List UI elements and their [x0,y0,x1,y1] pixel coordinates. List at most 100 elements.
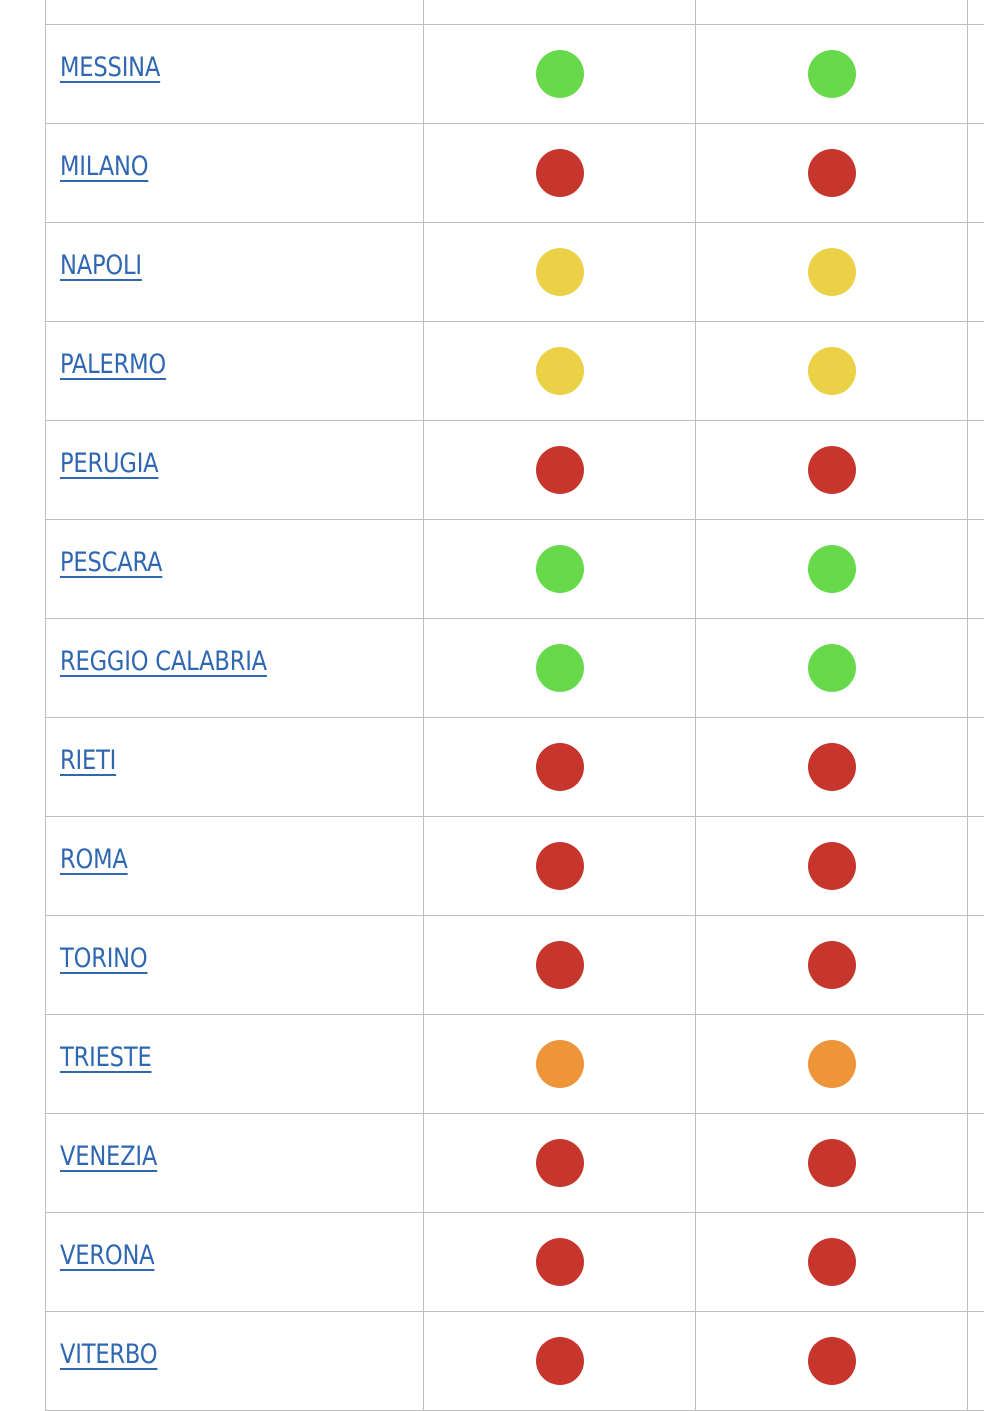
status-dot-green [808,644,856,692]
status-cell-2 [696,817,968,916]
status-dot-yellow [808,347,856,395]
table-row: PALERMO [46,322,984,421]
status-cell-2 [696,421,968,520]
status-cell-1 [424,421,696,520]
status-dot-yellow [808,248,856,296]
status-cell-1 [424,223,696,322]
table-row: RIETI [46,718,984,817]
table-row: PESCARA [46,520,984,619]
status-cell-2 [696,0,968,25]
status-cell-2 [696,1213,968,1312]
status-cell-1 [424,817,696,916]
city-cell: VERONA [46,1213,424,1312]
city-link[interactable]: MILANO [60,151,148,182]
city-cell: NAPOLI [46,223,424,322]
table-row: NAPOLI [46,223,984,322]
city-link[interactable]: REGGIO CALABRIA [60,646,267,677]
status-cell-2 [696,718,968,817]
extra-cell [968,718,984,817]
status-cell-2 [696,1114,968,1213]
status-dot-red [536,1139,584,1187]
table-row: TRIESTE [46,1015,984,1114]
status-cell-1 [424,25,696,124]
status-dot-red [808,941,856,989]
extra-cell [968,25,984,124]
status-dot-red [808,149,856,197]
city-cell: REGGIO CALABRIA [46,619,424,718]
extra-cell [968,0,984,25]
status-cell-1 [424,619,696,718]
table-body: MESSINA MILANO NAPOLI PALERMO PERUGIA PESCARA… [46,0,984,1411]
status-cell-1 [424,1312,696,1411]
city-link[interactable]: MESSINA [60,52,160,83]
status-dot-green [536,545,584,593]
extra-cell [968,421,984,520]
extra-cell [968,1015,984,1114]
status-dot-orange [808,1040,856,1088]
city-cell: RIETI [46,718,424,817]
table-row: MESSINA [46,25,984,124]
status-dot-green [808,50,856,98]
city-cell: VENEZIA [46,1114,424,1213]
status-cell-1 [424,520,696,619]
city-cell: TORINO [46,916,424,1015]
table-row: PERUGIA [46,421,984,520]
status-dot-red [808,743,856,791]
city-link[interactable]: VITERBO [60,1339,157,1370]
status-cell-1 [424,1015,696,1114]
city-link[interactable]: TORINO [60,943,147,974]
table-row: REGGIO CALABRIA [46,619,984,718]
extra-cell [968,1114,984,1213]
status-cell-2 [696,520,968,619]
status-dot-red [536,743,584,791]
status-dot-red [536,149,584,197]
table-row: VENEZIA [46,1114,984,1213]
status-dot-red [536,842,584,890]
city-link[interactable]: PERUGIA [60,448,158,479]
extra-cell [968,124,984,223]
status-dot-yellow [536,248,584,296]
city-link[interactable]: PALERMO [60,349,166,380]
status-dot-red [808,1139,856,1187]
city-link[interactable]: PESCARA [60,547,162,578]
status-cell-2 [696,223,968,322]
city-link[interactable]: TRIESTE [60,1042,152,1073]
status-cell-1 [424,0,696,25]
status-cell-2 [696,916,968,1015]
city-cell: PALERMO [46,322,424,421]
status-cell-2 [696,124,968,223]
status-dot-green [808,545,856,593]
city-link[interactable]: VENEZIA [60,1141,157,1172]
status-cell-1 [424,1114,696,1213]
city-link[interactable]: NAPOLI [60,250,142,281]
city-cell: PERUGIA [46,421,424,520]
status-dot-red [808,446,856,494]
city-cell: MESSINA [46,25,424,124]
city-link[interactable]: ROMA [60,844,128,875]
city-link[interactable]: RIETI [60,745,116,776]
city-link[interactable]: VERONA [60,1240,154,1271]
status-dot-red [536,1337,584,1385]
extra-cell [968,1213,984,1312]
status-cell-2 [696,619,968,718]
status-dot-red [536,1238,584,1286]
extra-cell [968,916,984,1015]
status-cell-1 [424,1213,696,1312]
extra-cell [968,1312,984,1411]
status-dot-red [536,446,584,494]
extra-cell [968,322,984,421]
city-cell: ROMA [46,817,424,916]
status-cell-2 [696,1015,968,1114]
table-row [46,0,984,25]
city-cell: TRIESTE [46,1015,424,1114]
table-row: TORINO [46,916,984,1015]
status-cell-1 [424,124,696,223]
extra-cell [968,223,984,322]
city-cell: PESCARA [46,520,424,619]
table-row: ROMA [46,817,984,916]
status-dot-green [536,644,584,692]
table-row: VERONA [46,1213,984,1312]
city-status-table: MESSINA MILANO NAPOLI PALERMO PERUGIA PESCARA… [45,0,984,1411]
status-dot-red [808,842,856,890]
city-cell [46,0,424,25]
